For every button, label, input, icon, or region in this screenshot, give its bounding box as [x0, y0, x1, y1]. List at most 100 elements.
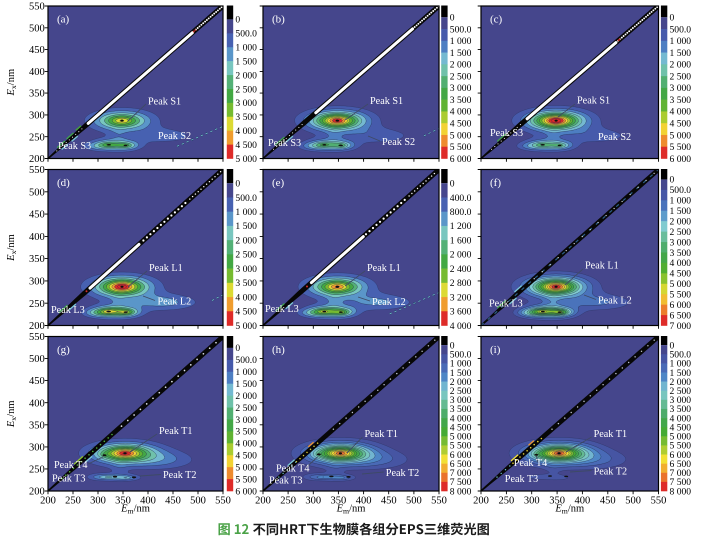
- svg-text:1 200: 1 200: [450, 221, 472, 232]
- svg-text:500.0: 500.0: [235, 193, 257, 204]
- svg-text:500.0: 500.0: [450, 350, 472, 361]
- svg-text:2 000: 2 000: [670, 217, 692, 228]
- svg-text:800.0: 800.0: [450, 207, 472, 218]
- svg-text:350: 350: [29, 89, 45, 100]
- svg-text:550: 550: [29, 2, 45, 13]
- svg-text:300: 300: [29, 111, 45, 122]
- svg-text:4 500: 4 500: [670, 119, 692, 130]
- svg-text:5 500: 5 500: [670, 290, 692, 301]
- svg-text:1 000: 1 000: [235, 43, 257, 54]
- svg-text:300: 300: [29, 443, 45, 454]
- svg-text:350: 350: [29, 420, 45, 431]
- svg-text:350: 350: [115, 496, 131, 507]
- svg-text:Peak L3: Peak L3: [51, 305, 85, 316]
- svg-text:4 000: 4 000: [235, 126, 257, 137]
- svg-text:1 500: 1 500: [235, 379, 257, 390]
- svg-text:3 600: 3 600: [450, 307, 472, 318]
- svg-text:Ex/nm: Ex/nm: [6, 400, 18, 428]
- svg-text:Peak T4: Peak T4: [276, 464, 309, 475]
- svg-text:2 500: 2 500: [450, 71, 472, 82]
- svg-text:6 000: 6 000: [670, 450, 692, 461]
- svg-text:500.0: 500.0: [235, 355, 257, 366]
- svg-text:250: 250: [29, 465, 45, 476]
- svg-text:Peak T2: Peak T2: [386, 468, 419, 479]
- svg-text:Peak S3: Peak S3: [490, 128, 523, 139]
- svg-text:(h): (h): [272, 344, 285, 356]
- svg-text:6 500: 6 500: [670, 459, 692, 470]
- svg-text:500: 500: [29, 187, 45, 198]
- svg-text:0: 0: [450, 13, 455, 24]
- svg-text:2 000: 2 000: [450, 60, 472, 71]
- svg-text:500: 500: [29, 23, 45, 34]
- svg-text:Peak T3: Peak T3: [505, 474, 538, 485]
- svg-text:6 000: 6 000: [235, 486, 257, 497]
- svg-text:Peak T4: Peak T4: [514, 458, 547, 469]
- svg-text:2 000: 2 000: [235, 235, 257, 246]
- svg-text:2 800: 2 800: [450, 278, 472, 289]
- svg-text:400: 400: [356, 496, 372, 507]
- svg-text:3 000: 3 000: [450, 395, 472, 406]
- svg-text:4 000: 4 000: [670, 107, 692, 118]
- svg-text:0: 0: [235, 343, 240, 354]
- svg-text:1 500: 1 500: [450, 48, 472, 59]
- svg-text:0: 0: [670, 175, 675, 186]
- svg-text:2 000: 2 000: [235, 70, 257, 81]
- svg-text:1 000: 1 000: [670, 196, 692, 207]
- svg-text:(e): (e): [272, 177, 285, 189]
- svg-text:(c): (c): [490, 14, 503, 26]
- svg-text:3 000: 3 000: [670, 237, 692, 248]
- svg-text:2 000: 2 000: [450, 377, 472, 388]
- svg-text:3 000: 3 000: [235, 415, 257, 426]
- svg-text:400: 400: [140, 496, 156, 507]
- svg-text:Peak S1: Peak S1: [370, 96, 403, 107]
- svg-text:Peak T3: Peak T3: [52, 474, 85, 485]
- svg-text:1 000: 1 000: [235, 207, 257, 218]
- svg-text:Peak L2: Peak L2: [158, 297, 192, 308]
- svg-text:1 000: 1 000: [670, 359, 692, 370]
- svg-text:550: 550: [215, 496, 231, 507]
- svg-text:350: 350: [331, 496, 347, 507]
- svg-text:5 500: 5 500: [670, 441, 692, 452]
- svg-text:(f): (f): [490, 177, 501, 189]
- svg-text:2 500: 2 500: [450, 386, 472, 397]
- svg-text:6 500: 6 500: [450, 459, 472, 470]
- svg-text:5 000: 5 000: [450, 432, 472, 443]
- svg-text:2 000: 2 000: [235, 391, 257, 402]
- svg-text:4 500: 4 500: [235, 307, 257, 318]
- svg-text:Peak L1: Peak L1: [149, 263, 183, 274]
- svg-text:Em/nm: Em/nm: [336, 504, 366, 516]
- svg-text:Peak L1: Peak L1: [585, 261, 619, 272]
- svg-text:6 000: 6 000: [670, 300, 692, 311]
- svg-text:3 500: 3 500: [450, 95, 472, 106]
- svg-text:3 000: 3 000: [670, 83, 692, 94]
- svg-text:1 000: 1 000: [235, 367, 257, 378]
- svg-text:Peak T3: Peak T3: [269, 476, 302, 487]
- svg-text:2 000: 2 000: [670, 377, 692, 388]
- svg-text:2 500: 2 500: [235, 250, 257, 261]
- svg-text:500.0: 500.0: [670, 24, 692, 35]
- svg-text:0: 0: [450, 340, 455, 351]
- svg-text:250: 250: [29, 299, 45, 310]
- svg-text:3 000: 3 000: [670, 395, 692, 406]
- svg-text:Peak S3: Peak S3: [268, 138, 301, 149]
- svg-text:550: 550: [29, 332, 45, 343]
- svg-text:5 000: 5 000: [670, 279, 692, 290]
- svg-text:550: 550: [651, 496, 667, 507]
- svg-text:1 500: 1 500: [450, 368, 472, 379]
- svg-text:Peak T2: Peak T2: [163, 470, 196, 481]
- svg-text:4 000: 4 000: [235, 292, 257, 303]
- svg-text:500.0: 500.0: [670, 185, 692, 196]
- svg-text:550: 550: [431, 496, 447, 507]
- svg-text:2 500: 2 500: [670, 386, 692, 397]
- svg-text:500.0: 500.0: [450, 24, 472, 35]
- svg-text:4 500: 4 500: [235, 140, 257, 151]
- svg-text:450: 450: [600, 496, 616, 507]
- svg-text:Peak L2: Peak L2: [598, 296, 632, 307]
- svg-text:4 000: 4 000: [235, 439, 257, 450]
- svg-text:250: 250: [29, 132, 45, 143]
- svg-text:4 500: 4 500: [670, 423, 692, 434]
- svg-text:Peak T1: Peak T1: [594, 429, 627, 440]
- svg-text:Peak L1: Peak L1: [367, 263, 401, 274]
- svg-text:450: 450: [165, 496, 181, 507]
- svg-text:2 000: 2 000: [450, 250, 472, 261]
